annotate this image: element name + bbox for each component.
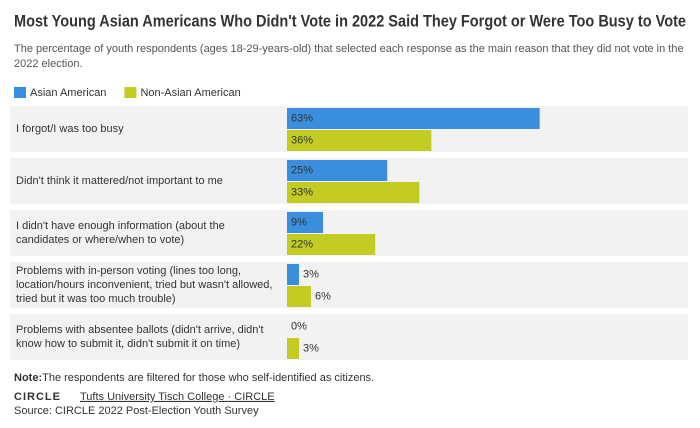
category-label: I forgot/I was too busy bbox=[16, 123, 124, 135]
value-label: 3% bbox=[303, 268, 319, 280]
row-background bbox=[10, 314, 688, 360]
value-label: 63% bbox=[291, 112, 313, 124]
value-label: 22% bbox=[291, 238, 313, 250]
note-label: Note: bbox=[14, 372, 43, 384]
legend-swatch bbox=[124, 87, 137, 98]
note-box: Note:The respondents are filtered for th… bbox=[14, 372, 375, 384]
bar bbox=[287, 212, 324, 233]
value-label: 9% bbox=[291, 216, 307, 228]
chart-title: Most Young Asian Americans Who Didn't Vo… bbox=[14, 11, 686, 30]
bar bbox=[287, 130, 432, 151]
bar bbox=[287, 338, 300, 359]
category-label: Didn't think it mattered/not important t… bbox=[16, 175, 223, 187]
bar bbox=[287, 264, 300, 285]
legend-swatch bbox=[14, 87, 26, 98]
bar bbox=[287, 160, 388, 181]
category-label: I didn't have enough information (about … bbox=[16, 220, 225, 246]
category-label: Problems with in-person voting (lines to… bbox=[16, 265, 273, 305]
value-label: 0% bbox=[291, 320, 307, 332]
legend-label: Non-Asian American bbox=[140, 87, 240, 99]
value-label: 36% bbox=[291, 134, 313, 146]
value-label: 25% bbox=[291, 164, 313, 176]
logo: CIRCLE bbox=[14, 391, 61, 403]
note: The respondents are filtered for those w… bbox=[42, 372, 375, 384]
subtitle-box: The percentage of youth respondents (age… bbox=[14, 43, 684, 70]
category-label: Problems with absentee ballots (didn't a… bbox=[16, 324, 264, 350]
source: Source: CIRCLE 2022 Post-Election Youth … bbox=[14, 405, 259, 417]
value-label: 3% bbox=[303, 342, 319, 354]
row-background bbox=[10, 262, 688, 308]
chart-subtitle: The percentage of youth respondents (age… bbox=[14, 43, 684, 70]
bar bbox=[287, 234, 376, 255]
category-box: Problems with absentee ballots (didn't a… bbox=[16, 324, 264, 350]
value-label: 33% bbox=[291, 186, 313, 198]
category-box: Problems with in-person voting (lines to… bbox=[16, 265, 273, 305]
bar bbox=[287, 108, 540, 129]
category-box: I forgot/I was too busy bbox=[16, 123, 124, 135]
category-box: I didn't have enough information (about … bbox=[16, 220, 225, 246]
legend-label: Asian American bbox=[30, 87, 106, 99]
bar bbox=[287, 182, 420, 203]
bar bbox=[287, 286, 312, 307]
footer-link[interactable]: Tufts University Tisch College · CIRCLE bbox=[80, 391, 275, 403]
category-box: Didn't think it mattered/not important t… bbox=[16, 175, 223, 187]
value-label: 6% bbox=[315, 290, 331, 302]
